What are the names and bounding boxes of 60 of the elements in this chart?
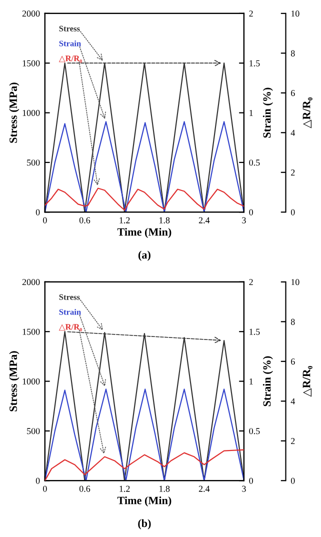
x-axis-title: Time (Min) (117, 228, 172, 238)
y2-tick-label: 0.5 (249, 160, 260, 166)
y2-tick-label: 1.5 (250, 60, 260, 66)
y-tick-label: 0 (36, 478, 40, 484)
y-tick-label: 2000 (22, 279, 40, 286)
y3-tick-label: 4 (290, 398, 295, 404)
x-tick-label: 1.8 (160, 217, 170, 224)
y2-tick-label: 1 (250, 378, 253, 384)
y-axis-title: Stress (MPa) (9, 351, 20, 412)
text: Strain (59, 308, 81, 315)
y-tick-label: 500 (27, 428, 40, 434)
text: Stress (59, 26, 80, 32)
y3-tick-label: 8 (290, 50, 295, 56)
y3-tick-label: 10 (291, 279, 300, 286)
y-tick-label: 1500 (22, 60, 40, 66)
y-tick-label: 2000 (22, 10, 40, 17)
y3-tick-label: 0 (290, 209, 295, 216)
y2-tick-label: 0 (249, 209, 253, 216)
y-tick-label: 1500 (22, 328, 40, 335)
y-tick-label: 500 (27, 160, 40, 166)
x-tick-label: 0.6 (79, 217, 90, 224)
y3-tick-label: 10 (291, 10, 300, 17)
y3-tick-label: 2 (291, 170, 295, 176)
y3-tick-label: 2 (291, 438, 295, 444)
y-tick-label: 1000 (22, 110, 40, 116)
y2-tick-label: 0 (249, 478, 253, 484)
x-tick-label: 1.8 (160, 486, 170, 492)
y2-tick-label: 1.5 (250, 328, 260, 335)
x-tick-label: 1.2 (120, 217, 130, 224)
y2-tick-label: 1 (250, 110, 253, 116)
text: Stress (59, 294, 80, 300)
y3-tick-label: 0 (290, 478, 295, 484)
x-axis-title: Time (Min) (117, 496, 172, 507)
y-tick-label: 0 (36, 209, 40, 216)
x-tick-label: 1.2 (120, 486, 130, 492)
y2-axis-title: Strain (%) (262, 88, 273, 138)
y2-axis-title: Strain (%) (262, 356, 273, 406)
y3-axis-title: △R/R₀ (302, 98, 312, 128)
text: △R/R₀ (58, 324, 82, 332)
x-tick-label: 0 (43, 217, 47, 224)
y3-tick-label: 4 (290, 130, 295, 136)
x-tick-label: 0 (43, 486, 47, 492)
y2-tick-label: 0.5 (249, 428, 260, 434)
x-tick-label: 3 (242, 486, 246, 492)
y2-tick-label: 2 (249, 10, 253, 17)
text: (a) (138, 250, 150, 261)
y-tick-label: 1000 (22, 378, 40, 384)
y3-tick-label: 6 (291, 358, 295, 365)
y2-tick-label: 2 (249, 279, 253, 286)
x-tick-label: 2.4 (198, 217, 210, 224)
x-tick-label: 2.4 (198, 486, 210, 492)
text: (b) (138, 519, 151, 530)
y3-tick-label: 8 (290, 318, 295, 325)
text: △R/R₀ (58, 56, 82, 63)
y3-axis-title: △R/R₀ (302, 366, 312, 397)
x-tick-label: 3 (242, 217, 246, 224)
text: Strain (59, 40, 81, 46)
y-axis-title: Stress (MPa) (9, 82, 20, 143)
x-tick-label: 0.6 (79, 486, 90, 492)
y3-tick-label: 6 (291, 90, 295, 96)
